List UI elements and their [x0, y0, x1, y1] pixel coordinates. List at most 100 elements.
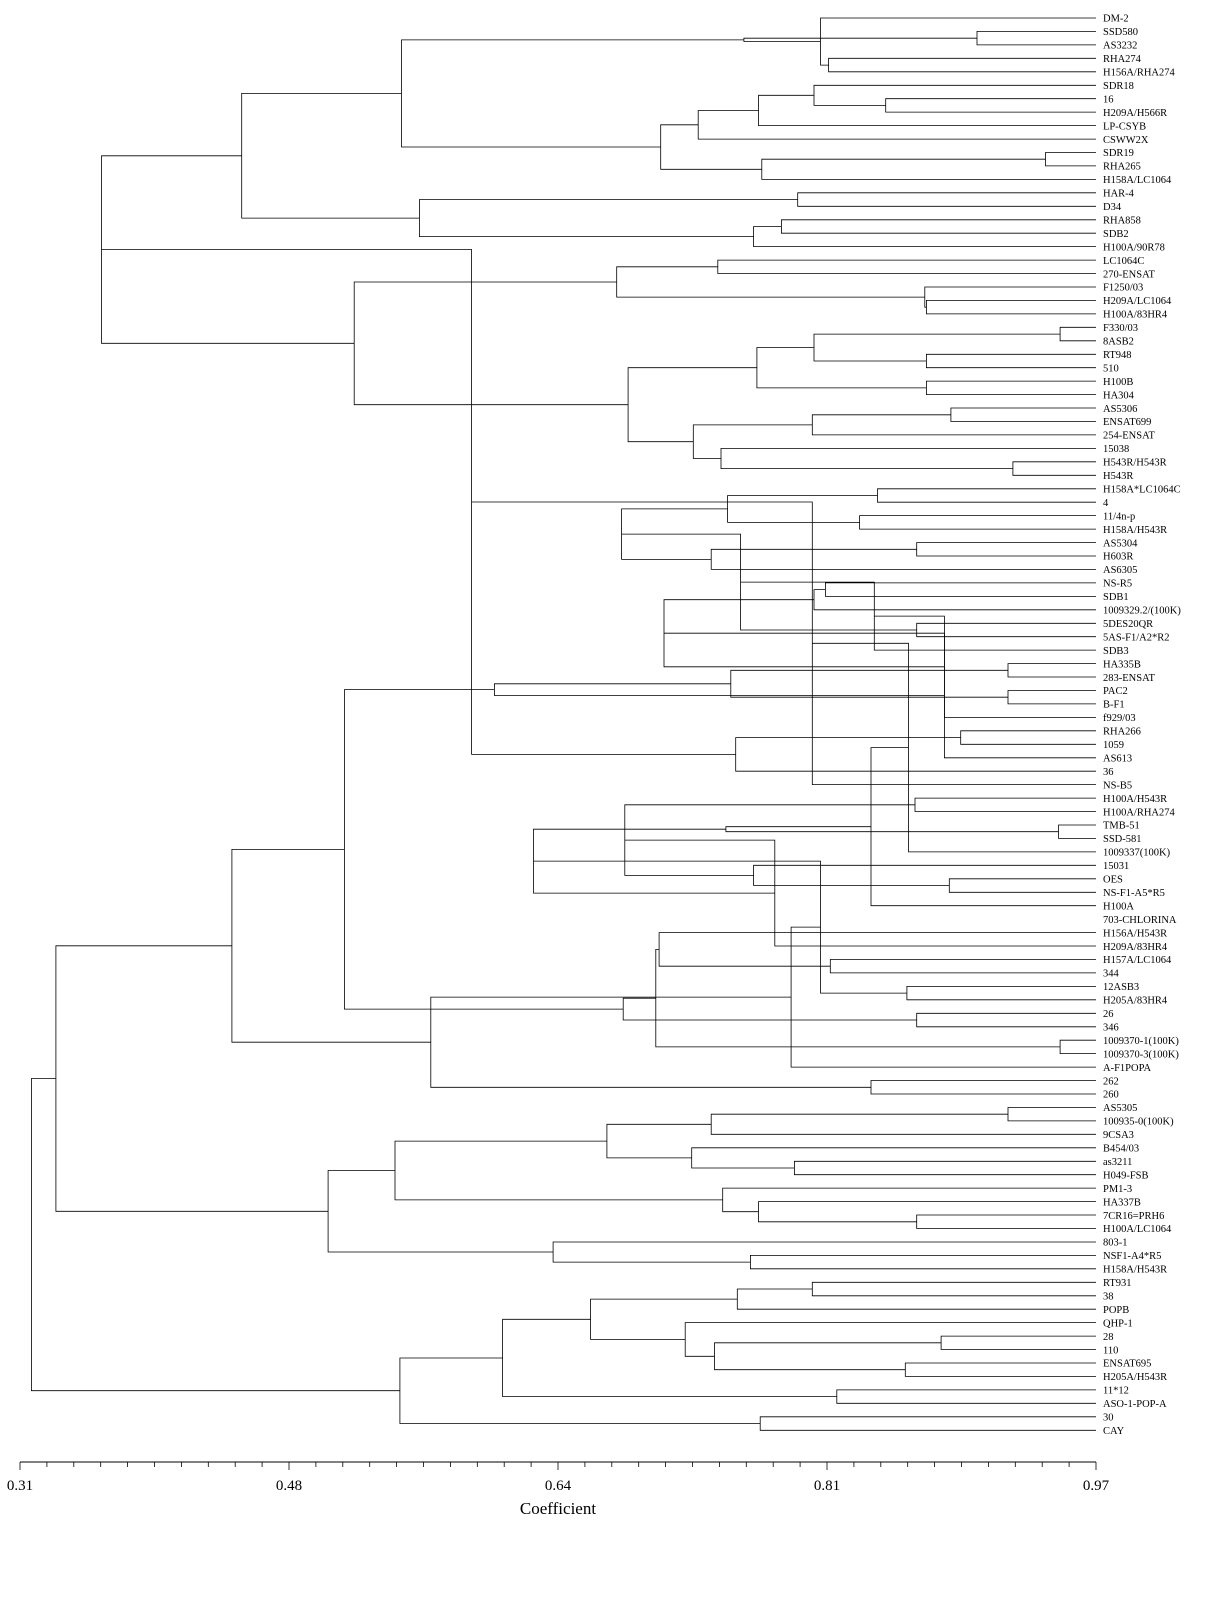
leaf-label: SDB3 — [1103, 646, 1129, 657]
leaf-label: HA304 — [1103, 390, 1135, 401]
leaf-label: NS-R5 — [1103, 579, 1132, 590]
leaf-label: 1059 — [1103, 740, 1124, 751]
dendrogram-branch — [759, 1416, 1096, 1431]
leaf-label: B454/03 — [1103, 1144, 1139, 1155]
dendrogram-branch — [753, 864, 1096, 886]
leaf-label: 254-ENSAT — [1103, 431, 1156, 442]
dendrogram-branch — [725, 826, 1059, 833]
leaf-label: 510 — [1103, 363, 1119, 374]
dendrogram-branch — [743, 37, 977, 42]
leaf-label: 9CSA3 — [1103, 1130, 1134, 1141]
dendrogram-branch — [231, 849, 431, 1043]
dendrogram-branch — [906, 986, 1096, 1001]
leaf-label: H100B — [1103, 377, 1133, 388]
dendrogram-branch — [692, 424, 813, 459]
dendrogram-branch — [710, 548, 1096, 570]
leaf-label: 16 — [1103, 94, 1114, 105]
leaf-label: F330/03 — [1103, 323, 1138, 334]
x-axis-tick-label: 0.81 — [814, 1478, 840, 1494]
dendrogram-branch — [606, 1123, 712, 1159]
dendrogram-branch — [926, 380, 1096, 395]
leaf-label: 110 — [1103, 1345, 1118, 1356]
leaf-label: H157A/LC1064 — [1103, 955, 1172, 966]
dendrogram-branch — [828, 57, 1096, 73]
leaf-label: SDB1 — [1103, 592, 1129, 603]
leaf-label: PM1-3 — [1103, 1184, 1132, 1195]
dendrogram-branch — [1007, 663, 1096, 678]
leaf-label: AS5306 — [1103, 404, 1137, 415]
dendrogram-branches — [31, 17, 1096, 1431]
leaf-label: 15031 — [1103, 861, 1129, 872]
dendrogram-branch — [813, 84, 1096, 106]
dendrogram-branch — [859, 515, 1096, 530]
dendrogram-branch — [327, 1170, 554, 1253]
dendrogram-branch — [940, 1335, 1096, 1350]
dendrogram-branch — [926, 300, 1096, 315]
leaf-label: SDR18 — [1103, 81, 1134, 92]
leaf-label: 5AS-F1/A2*R2 — [1103, 632, 1170, 643]
dendrogram-branch — [31, 1078, 400, 1392]
leaf-label: ENSAT699 — [1103, 417, 1151, 428]
leaf-label: OES — [1103, 875, 1123, 886]
leaf-label: H205A/H543R — [1103, 1372, 1167, 1383]
dendrogram-branch — [916, 1214, 1096, 1229]
leaf-label: H100A — [1103, 901, 1134, 912]
dendrogram-branch — [697, 110, 1096, 140]
leaf-label: 346 — [1103, 1022, 1119, 1033]
leaf-label: NS-B5 — [1103, 780, 1132, 791]
leaf-label: 11*12 — [1103, 1386, 1129, 1397]
dendrogram-branch — [399, 1357, 761, 1424]
dendrogram-branch — [756, 347, 927, 389]
leaf-label: CAY — [1103, 1426, 1125, 1437]
leaf-label: NSF1-A4*R5 — [1103, 1251, 1161, 1262]
leaf-label: 28 — [1103, 1332, 1114, 1343]
leaf-label: H156A/H543R — [1103, 928, 1167, 939]
leaf-label: H158A/LC1064 — [1103, 175, 1172, 186]
dendrogram-branch — [812, 642, 1096, 853]
leaf-label: 100935-0(100K) — [1103, 1117, 1174, 1128]
leaf-label: H100A/H543R — [1103, 794, 1167, 805]
dendrogram-branch — [658, 932, 1096, 967]
leaf-label: SDR19 — [1103, 148, 1134, 159]
leaf-label: H158A*LC1064C — [1103, 484, 1181, 495]
leaf-label: A-F1POPA — [1103, 1063, 1151, 1074]
leaf-label: H158A/H543R — [1103, 525, 1167, 536]
dendrogram-branch — [430, 996, 871, 1088]
leaf-label: HA335B — [1103, 659, 1141, 670]
leaf-label: 36 — [1103, 767, 1114, 778]
leaf-label: SDB2 — [1103, 229, 1129, 240]
leaf-label: 1009329.2/(100K) — [1103, 606, 1181, 617]
dendrogram-branch — [735, 737, 1096, 772]
dendrogram-branch — [714, 1342, 942, 1371]
x-axis: 0.31 0.48 0.64 0.81 0.97 Coefficient — [7, 1461, 1110, 1518]
dendrogram-branch — [616, 266, 925, 298]
leaf-label: POPB — [1103, 1305, 1129, 1316]
dendrogram-branch — [552, 1241, 1096, 1263]
dendrogram-branch — [916, 542, 1096, 557]
leaf-label: H209A/LC1064 — [1103, 296, 1172, 307]
dendrogram-branch — [948, 878, 1096, 893]
leaf-label: 15038 — [1103, 444, 1129, 455]
dendrogram-branch — [811, 1281, 1096, 1297]
leaf-label: RHA274 — [1103, 54, 1142, 65]
dendrogram-branch — [727, 495, 878, 523]
dendrogram-branch — [55, 945, 329, 1212]
dendrogram-branch — [758, 94, 1096, 126]
dendrogram-branch — [914, 797, 1096, 812]
leaf-label: 26 — [1103, 1009, 1114, 1020]
dendrogram-branch — [622, 997, 917, 1021]
dendrogram-branch — [885, 98, 1096, 113]
leaf-label: 7CR16=PRH6 — [1103, 1211, 1164, 1222]
leaf-label: PAC2 — [1103, 686, 1128, 697]
dendrogram-branch — [976, 31, 1096, 46]
leaf-label: H543R/H543R — [1103, 458, 1167, 469]
dendrogram-branch — [627, 367, 757, 443]
dendrogram-branch — [1045, 152, 1096, 167]
dendrogram-branch — [960, 730, 1096, 745]
leaf-label: 1009370-3(100K) — [1103, 1049, 1179, 1060]
dendrogram-branch — [736, 1288, 1096, 1310]
leaf-label: AS613 — [1103, 753, 1132, 764]
dendrogram-branch — [916, 1012, 1096, 1028]
dendrogram-branch — [797, 192, 1096, 207]
leaf-label: QHP-1 — [1103, 1318, 1133, 1329]
